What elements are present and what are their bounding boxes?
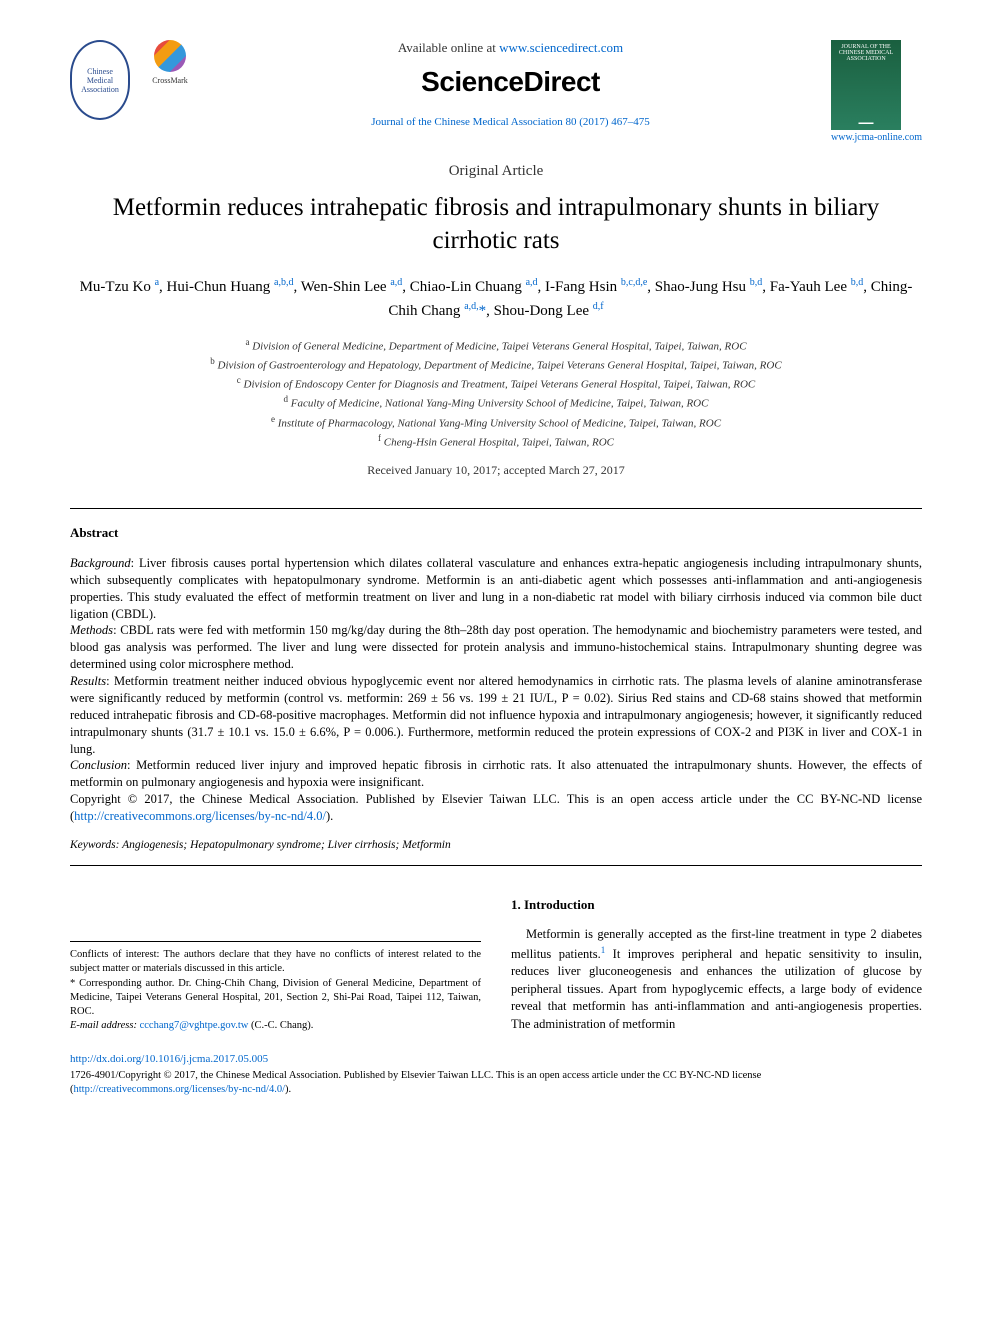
abstract-background: Background: Liver fibrosis causes portal… [70, 555, 922, 623]
article-dates: Received January 10, 2017; accepted Marc… [70, 463, 922, 478]
footer-copyright: 1726-4901/Copyright © 2017, the Chinese … [70, 1069, 922, 1097]
journal-logo-title: JOURNAL OF THE CHINESE MEDICAL ASSOCIATI… [835, 44, 897, 62]
crossmark-text: CrossMark [150, 76, 190, 85]
crossmark-badge[interactable]: CrossMark [150, 40, 190, 90]
license-link[interactable]: http://creativecommons.org/licenses/by-n… [74, 809, 326, 823]
abstract-body: Background: Liver fibrosis causes portal… [70, 555, 922, 825]
footer-license-link[interactable]: http://creativecommons.org/licenses/by-n… [74, 1084, 286, 1095]
header-row: Chinese Medical Association CrossMark Av… [70, 40, 922, 143]
keywords: Keywords: Angiogenesis; Hepatopulmonary … [70, 839, 922, 851]
email-link[interactable]: ccchang7@vghtpe.gov.tw [140, 1020, 249, 1031]
rule-bottom [70, 865, 922, 866]
article-title: Metformin reduces intrahepatic fibrosis … [70, 192, 922, 257]
footnotes: Conflicts of interest: The authors decla… [70, 941, 481, 1033]
abstract-conclusion: Conclusion: Metformin reduced liver inju… [70, 757, 922, 791]
results-text: : Metformin treatment neither induced ob… [70, 674, 922, 756]
conflicts-note: Conflicts of interest: The authors decla… [70, 948, 481, 976]
intro-paragraph: Metformin is generally accepted as the f… [511, 926, 922, 1033]
crossmark-icon [154, 40, 186, 72]
journal-logo-container: JOURNAL OF THE CHINESE MEDICAL ASSOCIATI… [831, 40, 922, 143]
society-logo: Chinese Medical Association [70, 40, 130, 120]
issn-tail: ). [285, 1084, 291, 1095]
right-column: 1. Introduction Metformin is generally a… [511, 896, 922, 1033]
journal-url[interactable]: www.jcma-online.com [831, 132, 922, 143]
corr-text: Corresponding author. Dr. Ching-Chih Cha… [70, 978, 481, 1017]
society-logo-alt: Chinese Medical Association [76, 67, 124, 94]
doi-link[interactable]: http://dx.doi.org/10.1016/j.jcma.2017.05… [70, 1053, 922, 1065]
methods-label: Methods [70, 623, 113, 637]
journal-cover-logo: JOURNAL OF THE CHINESE MEDICAL ASSOCIATI… [831, 40, 901, 130]
available-online-link[interactable]: www.sciencedirect.com [499, 40, 623, 55]
abstract-methods: Methods: CBDL rats were fed with metform… [70, 622, 922, 673]
abstract-heading: Abstract [70, 525, 922, 541]
email-note: E-mail address: ccchang7@vghtpe.gov.tw (… [70, 1019, 481, 1033]
keywords-text: Angiogenesis; Hepatopulmonary syndrome; … [119, 839, 450, 851]
abstract-results: Results: Metformin treatment neither ind… [70, 673, 922, 757]
affiliation-list: a Division of General Medicine, Departme… [70, 336, 922, 451]
two-column-body: Conflicts of interest: The authors decla… [70, 896, 922, 1033]
available-online-prefix: Available online at [398, 40, 499, 55]
background-text: : Liver fibrosis causes portal hypertens… [70, 556, 922, 621]
background-label: Background [70, 556, 131, 570]
intro-heading: 1. Introduction [511, 896, 922, 914]
methods-text: : CBDL rats were fed with metformin 150 … [70, 623, 922, 671]
corresponding-author-note: * Corresponding author. Dr. Ching-Chih C… [70, 977, 481, 1020]
journal-reference[interactable]: Journal of the Chinese Medical Associati… [210, 116, 811, 128]
conclusion-label: Conclusion [70, 758, 127, 772]
header-center: Available online at www.sciencedirect.co… [190, 40, 831, 128]
results-label: Results [70, 674, 106, 688]
available-online: Available online at www.sciencedirect.co… [210, 40, 811, 56]
author-list: Mu-Tzu Ko a, Hui-Chun Huang a,b,d, Wen-S… [70, 275, 922, 322]
email-label: E-mail address: [70, 1020, 140, 1031]
article-type: Original Article [70, 163, 922, 180]
left-column: Conflicts of interest: The authors decla… [70, 896, 481, 1033]
copyright-tail: ). [326, 809, 333, 823]
rule-top [70, 508, 922, 509]
conclusion-text: : Metformin reduced liver injury and imp… [70, 758, 922, 789]
abstract-copyright: Copyright © 2017, the Chinese Medical As… [70, 791, 922, 825]
publisher-name: ScienceDirect [210, 66, 811, 98]
email-tail: (C.-C. Chang). [248, 1020, 313, 1031]
keywords-label: Keywords: [70, 839, 119, 851]
